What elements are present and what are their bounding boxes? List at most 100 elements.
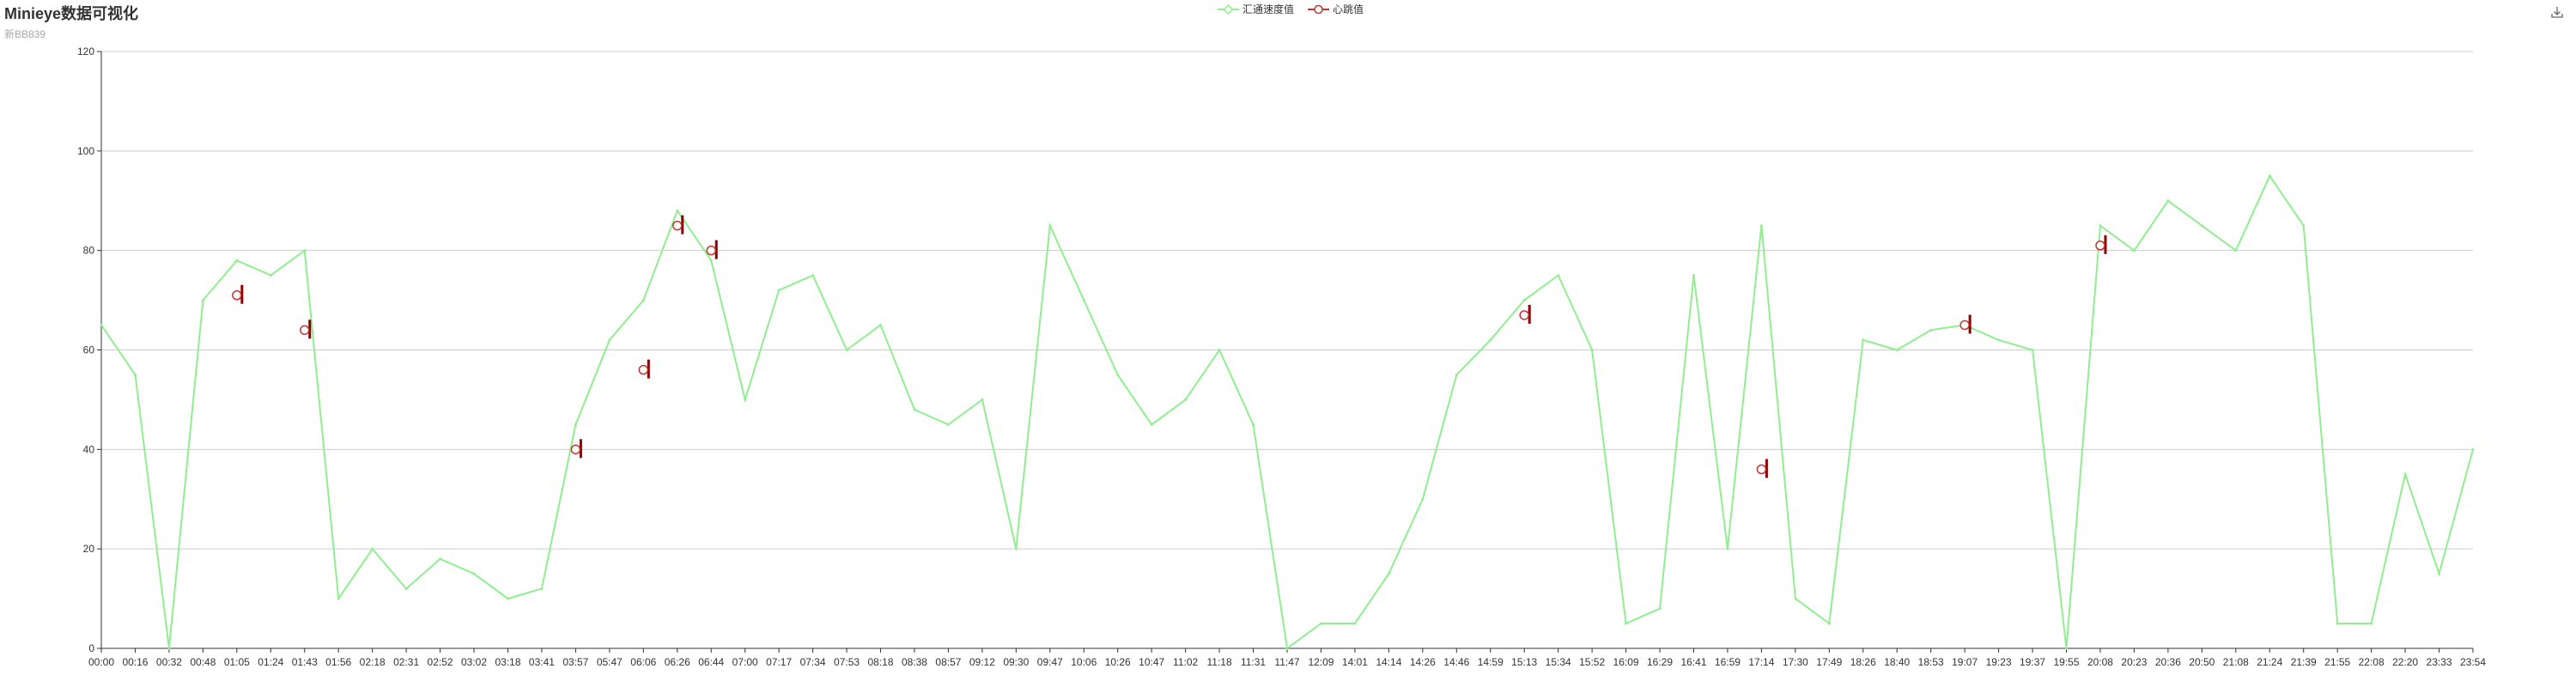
speed-point: [371, 547, 374, 550]
x-tick-label: 12:09: [1308, 656, 1334, 668]
x-tick-label: 14:46: [1443, 656, 1469, 668]
x-tick-label: 10:26: [1105, 656, 1131, 668]
speed-point: [676, 209, 679, 212]
speed-point: [574, 423, 577, 426]
x-tick-label: 03:18: [495, 656, 520, 668]
speed-point: [1353, 622, 1357, 625]
speed-point: [1285, 647, 1289, 650]
speed-point: [1252, 423, 1255, 426]
y-tick-label: 100: [77, 145, 94, 157]
speed-point: [1014, 547, 1018, 550]
legend-item-heartbeat[interactable]: 心跳值: [1308, 2, 1364, 16]
x-tick-label: 08:57: [935, 656, 961, 668]
x-tick-label: 08:38: [902, 656, 927, 668]
legend-label-speed: 汇通速度值: [1242, 3, 1295, 15]
circle-legend-icon: [1308, 4, 1330, 14]
x-tick-label: 01:24: [258, 656, 283, 668]
x-tick-label: 21:24: [2257, 656, 2282, 668]
x-tick-label: 17:49: [1816, 656, 1842, 668]
legend-item-speed[interactable]: 汇通速度值: [1218, 2, 1294, 16]
speed-point: [1150, 423, 1153, 426]
x-tick-label: 22:08: [2359, 656, 2385, 668]
speed-point: [337, 597, 340, 600]
speed-point: [540, 587, 544, 590]
x-tick-label: 05:47: [597, 656, 623, 668]
speed-point: [1522, 299, 1526, 302]
speed-point: [1862, 338, 1865, 342]
x-tick-label: 08:18: [867, 656, 893, 668]
speed-point: [1997, 338, 2001, 342]
x-tick-label: 10:06: [1071, 656, 1097, 668]
speed-point: [472, 572, 476, 575]
speed-point: [2438, 572, 2441, 575]
grid-lines: [101, 51, 2473, 550]
speed-point: [1625, 622, 1628, 625]
x-tick-label: 19:23: [1986, 656, 2012, 668]
speed-point: [1590, 349, 1594, 351]
speed-point: [2403, 472, 2407, 476]
x-tick-label: 00:16: [122, 656, 148, 668]
x-tick-label: 09:47: [1037, 656, 1063, 668]
speed-point: [100, 324, 103, 327]
speed-point: [1557, 274, 1560, 277]
x-tick-label: 19:37: [2020, 656, 2045, 668]
speed-point: [2031, 349, 2034, 351]
speed-point: [1218, 349, 1221, 351]
x-tick-label: 17:14: [1748, 656, 1774, 668]
speed-point: [2336, 622, 2339, 625]
speed-point: [2302, 224, 2306, 228]
x-tick-label: 18:40: [1884, 656, 1910, 668]
x-tick-label: 23:33: [2427, 656, 2452, 668]
speed-point: [1895, 349, 1899, 351]
x-tick-label: 09:12: [969, 656, 995, 668]
x-tick-label: 03:02: [461, 656, 487, 668]
x-tick-label: 02:18: [360, 656, 386, 668]
chart-legend: 汇通速度值 心跳值: [1218, 2, 1364, 16]
x-tick-label: 18:26: [1850, 656, 1876, 668]
x-tick-label: 03:41: [529, 656, 555, 668]
x-tick-label: 06:06: [630, 656, 656, 668]
x-tick-label: 23:54: [2460, 656, 2486, 668]
chart-subtitle: 新BB839: [4, 28, 46, 40]
x-tick-label: 11:31: [1241, 656, 1266, 668]
speed-point: [913, 408, 916, 411]
heartbeat-point: [672, 220, 683, 231]
speed-point: [269, 274, 272, 277]
y-tick-label: 120: [77, 46, 94, 58]
y-tick-label: 40: [83, 443, 95, 455]
speed-point: [1421, 497, 1425, 501]
legend-label-heartbeat: 心跳值: [1333, 3, 1364, 15]
download-icon[interactable]: [2550, 5, 2564, 19]
speed-point: [439, 557, 442, 561]
x-tick-label: 03:57: [562, 656, 588, 668]
x-tick-label: 16:29: [1647, 656, 1673, 668]
x-tick-label: 20:23: [2121, 656, 2147, 668]
speed-point: [981, 398, 984, 401]
speed-point: [303, 249, 307, 252]
y-tick-label: 60: [83, 344, 95, 356]
x-tick-label: 07:34: [800, 656, 826, 668]
x-tick-label: 01:56: [325, 656, 351, 668]
x-tick-label: 02:52: [428, 656, 453, 668]
speed-point: [2370, 622, 2373, 625]
speed-point: [1116, 373, 1120, 376]
x-tick-label: 15:52: [1579, 656, 1605, 668]
y-tick-label: 20: [83, 543, 95, 555]
speed-series-line: [100, 173, 2474, 650]
speed-point: [2166, 199, 2170, 203]
x-tick-label: 14:26: [1410, 656, 1436, 668]
heartbeat-point: [1756, 464, 1767, 475]
speed-point: [1489, 338, 1492, 342]
speed-point: [709, 258, 713, 262]
heartbeat-point: [638, 364, 649, 375]
x-tick-label: 01:05: [224, 656, 250, 668]
speed-point: [1794, 597, 1797, 600]
speed-point: [1048, 224, 1052, 228]
x-tick-label: 21:08: [2223, 656, 2249, 668]
speed-point: [2065, 647, 2069, 650]
x-tick-label: 14:14: [1376, 656, 1401, 668]
heartbeat-markers: [232, 215, 2107, 478]
axes: 0 20 40 60 80 100 120 00:00 00:16 00:32 00:48 01:05…: [77, 46, 2486, 668]
x-tick-label: 19:55: [2053, 656, 2079, 668]
